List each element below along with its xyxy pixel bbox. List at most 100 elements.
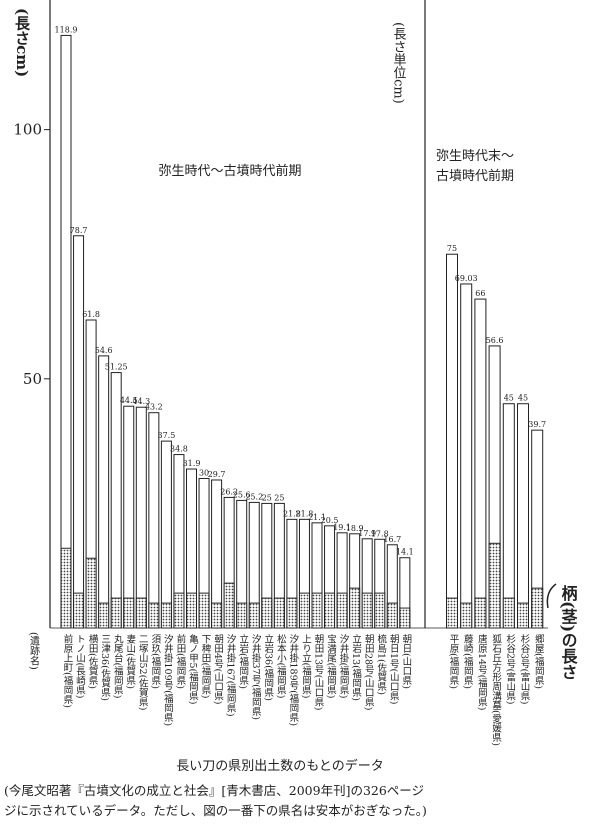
group-title: 弥生時代〜古墳時代前期 bbox=[158, 163, 301, 179]
caption-line: (今尾文昭著『古墳文化の成立と社会』[青木書店、2009年刊]の326ページ bbox=[4, 783, 424, 798]
handle-segment bbox=[349, 587, 361, 629]
bar bbox=[135, 406, 147, 629]
x-tick-label: 藤崎(福岡県) bbox=[462, 633, 474, 689]
x-tick-label: 亀ノ甲5(福岡県) bbox=[187, 633, 199, 704]
value-label: 66 bbox=[475, 289, 485, 298]
x-tick-label: 汐井掛37号(福岡県) bbox=[250, 633, 262, 720]
handle-segment bbox=[386, 602, 398, 629]
handle-segment bbox=[135, 597, 147, 629]
handle-segment bbox=[173, 592, 185, 629]
handle-segment bbox=[73, 592, 85, 629]
handle-segment bbox=[148, 602, 160, 629]
x-tick-label: 上り立(福岡県) bbox=[300, 634, 312, 698]
value-label: 44.5 bbox=[120, 396, 138, 405]
bar bbox=[148, 412, 160, 629]
caption-line: ジに示されているデータ。ただし、図の一番下の県名は安本がおぎなった。) bbox=[4, 803, 427, 818]
value-label: 20.5 bbox=[321, 516, 339, 525]
value-label: 56.6 bbox=[486, 336, 504, 345]
x-tick-label: 汐井掛189号(福岡県) bbox=[287, 633, 299, 726]
y-tick-label: 50 bbox=[23, 370, 42, 388]
x-tick-label: 横田(佐賀県) bbox=[87, 633, 99, 689]
handle-segment bbox=[236, 602, 248, 629]
handle-segment bbox=[160, 602, 172, 629]
value-label: 78.7 bbox=[70, 226, 88, 235]
group-title: 古墳時代前期 bbox=[436, 168, 514, 184]
value-label: 34.8 bbox=[170, 445, 188, 454]
bar bbox=[502, 403, 515, 629]
x-tick-label: 下稗田(福岡県) bbox=[200, 634, 212, 698]
bar bbox=[60, 34, 72, 629]
bar bbox=[73, 235, 85, 629]
bar bbox=[446, 253, 458, 629]
x-tick-label: 宝満尾(福岡県) bbox=[325, 633, 337, 698]
handle-segment bbox=[286, 597, 298, 629]
value-label: 25.6 bbox=[233, 490, 251, 499]
x-tick-label: 杉谷2号(富山県) bbox=[504, 633, 516, 704]
value-label: 44.3 bbox=[132, 397, 150, 406]
value-label: 21.1 bbox=[308, 513, 326, 522]
x-tick-label: トノ山(長崎県) bbox=[74, 634, 86, 698]
x-tick-label: 丸尾台(福岡県) bbox=[112, 633, 124, 698]
x-tick-label: 梳島1(佐賀県) bbox=[375, 633, 387, 695]
handle-segment bbox=[186, 592, 197, 629]
x-tick-label: 立岩13(福岡県) bbox=[350, 633, 362, 701]
value-label: 17.8 bbox=[371, 529, 389, 538]
x-tick-label: 妻山(佐賀県) bbox=[124, 633, 136, 689]
value-label: 25.2 bbox=[245, 492, 263, 501]
x-tick-label: 平原(福岡県) bbox=[448, 634, 460, 689]
x-tick-label: 汐井掛109号(福岡県) bbox=[162, 633, 174, 726]
caption-title: 長い刀の県別出土数のもとのデータ bbox=[176, 758, 384, 774]
handle-segment bbox=[502, 597, 515, 629]
value-label: 21.8 bbox=[296, 509, 314, 518]
value-label: 51.25 bbox=[105, 363, 128, 372]
x-tick-label: 三津36(佐賀県) bbox=[99, 634, 111, 701]
handle-segment bbox=[517, 602, 529, 629]
value-label: 118.9 bbox=[55, 25, 78, 34]
x-tick-label: 汐井掛(福岡県) bbox=[338, 633, 350, 698]
x-tick-label: 須玖(福岡県) bbox=[149, 634, 161, 689]
handle-label: 柄(茎)の長さ bbox=[559, 584, 578, 680]
x-tick-label: 唐原14号(福岡県) bbox=[476, 633, 488, 710]
handle-segment bbox=[361, 592, 373, 629]
handle-segment bbox=[211, 602, 223, 629]
x-tick-label: 松本小(福岡県) bbox=[275, 633, 287, 698]
value-label: 39.7 bbox=[528, 420, 546, 429]
x-tick-label: 前原上町(福岡県) bbox=[62, 633, 74, 708]
unit-note: (長さ単位cm) bbox=[391, 22, 407, 104]
bar bbox=[110, 372, 122, 629]
bar bbox=[460, 283, 473, 629]
bar bbox=[160, 440, 172, 629]
handle-segment bbox=[261, 597, 273, 629]
handle-segment bbox=[123, 597, 135, 629]
value-label: 61.8 bbox=[82, 310, 100, 319]
value-label: 43.2 bbox=[145, 403, 163, 412]
x-tick-label: 朝田28号(山口県) bbox=[363, 634, 375, 711]
y-axis-label: (長さcm) bbox=[13, 8, 31, 77]
bar bbox=[123, 405, 135, 629]
value-label: 19.1 bbox=[333, 523, 351, 532]
value-label: 21.8 bbox=[283, 509, 301, 518]
x-tick-label: 前田(福岡県) bbox=[174, 633, 186, 689]
value-label: 75 bbox=[447, 244, 457, 253]
bar bbox=[517, 403, 529, 629]
x-tick-label: 朝日1号(山口県) bbox=[388, 634, 400, 704]
value-label: 29.7 bbox=[208, 470, 226, 479]
value-label: 25 bbox=[274, 493, 284, 502]
handle-segment bbox=[60, 547, 72, 629]
handle-segment bbox=[110, 597, 122, 629]
handle-segment bbox=[85, 557, 97, 629]
handle-segment bbox=[488, 542, 501, 629]
value-label: 14.1 bbox=[396, 548, 414, 557]
value-label: 45 bbox=[504, 394, 514, 403]
x-tick-label: 朝田13号(山口県) bbox=[313, 634, 325, 711]
handle-segment bbox=[98, 602, 110, 629]
handle-segment bbox=[474, 597, 487, 629]
value-label: 45 bbox=[518, 394, 528, 403]
value-label: 16.7 bbox=[383, 535, 401, 544]
value-label: 54.6 bbox=[95, 346, 113, 355]
x-tick-label: 杉谷3号(富山県) bbox=[519, 633, 531, 704]
group-title: 弥生時代末〜 bbox=[436, 148, 514, 164]
handle-segment bbox=[531, 587, 544, 629]
value-label: 31.9 bbox=[183, 459, 201, 468]
